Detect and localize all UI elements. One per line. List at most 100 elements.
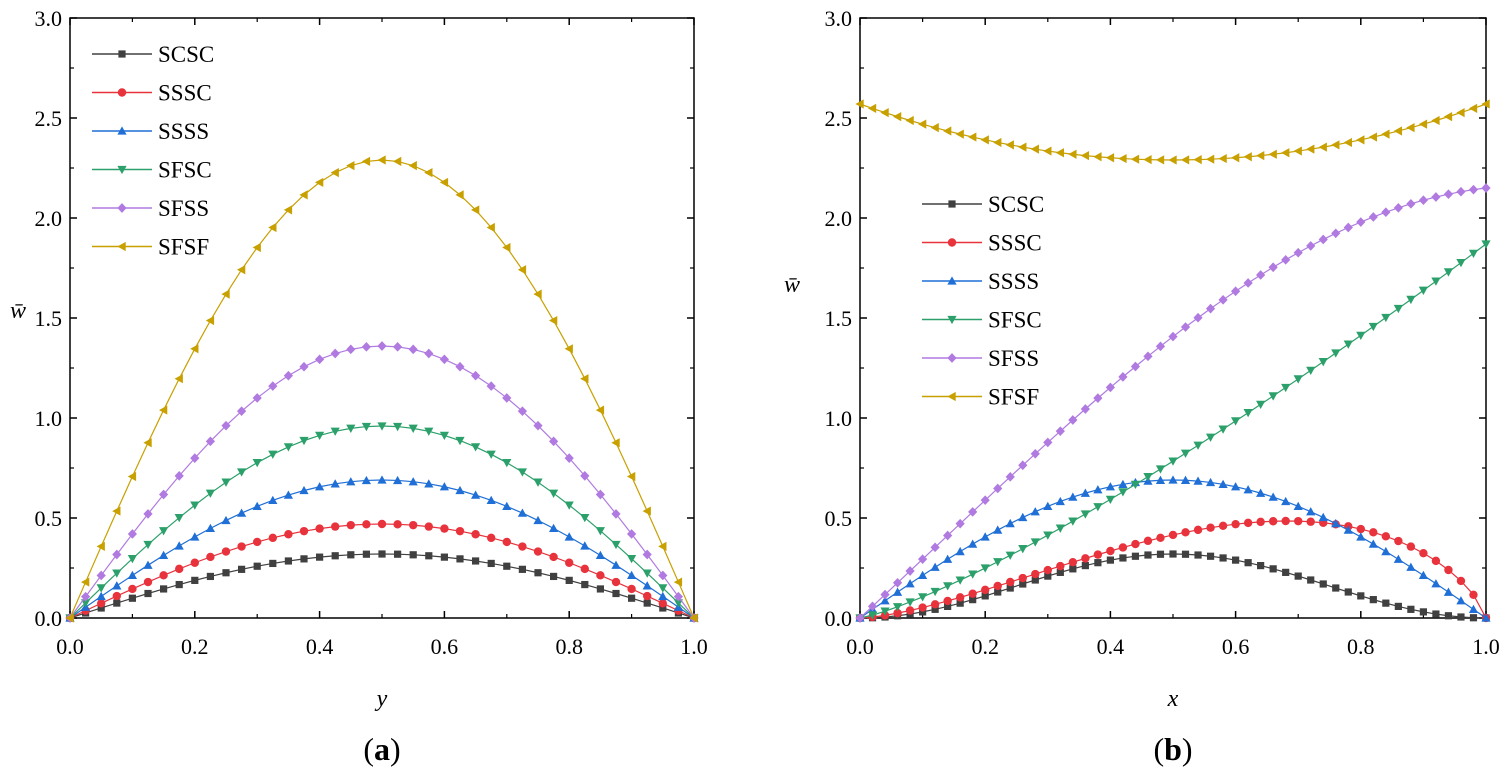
data-point-sfss [237,406,247,416]
series-line-sfsf [859,103,1487,161]
data-point-scsc [1144,551,1152,559]
data-point-ssss [892,587,903,596]
data-point-scsc [440,553,448,561]
legend-marker [947,238,957,247]
data-point-sfsc [81,599,91,608]
data-point-sfss [533,420,543,431]
data-point-ssss [127,570,137,580]
data-point-sfss [455,361,465,372]
data-point-scsc [1156,550,1165,558]
data-point-ssss [930,562,940,571]
data-point-scsc [956,599,964,607]
data-point-sssc [565,558,574,567]
series-ssss [855,475,1491,622]
data-point-sfss [1331,228,1341,239]
data-point-sssc [1256,517,1265,527]
data-point-sfsf [1118,153,1127,164]
data-point-sfsc [517,468,527,477]
data-point-sfss [112,549,122,560]
data-point-sssc [1268,517,1278,526]
data-point-sfsf [299,190,308,200]
data-point-sssc [128,584,137,594]
data-point-scsc [300,555,308,563]
data-point-sfsf [1218,153,1227,164]
data-point-sfsf [1205,154,1215,164]
data-point-sfsc [642,569,652,578]
data-point-scsc [1194,551,1202,559]
data-point-ssss [237,508,247,517]
data-point-sssc [487,533,496,543]
data-point-sfsc [330,427,340,436]
data-point-sfss [96,570,106,581]
data-point-ssss [455,485,465,495]
series-line-scsc [859,553,1487,619]
series-line-sssc [69,523,695,619]
data-point-scsc [1031,576,1039,584]
legend-label-sssc: SSSC [988,231,1042,256]
legend-marker [947,391,956,402]
data-point-scsc [1169,550,1177,558]
data-point-ssss [642,581,652,590]
data-point-sfsf [880,108,889,118]
data-point-ssss [1431,579,1441,588]
data-point-sfss [1406,199,1416,209]
data-point-sfss [549,436,559,447]
data-point-sfsf [112,506,121,516]
data-point-sssc [1043,565,1053,575]
data-point-ssss [393,475,403,485]
data-point-scsc [1419,608,1427,616]
data-point-scsc [394,550,402,558]
data-point-scsc [643,599,651,607]
data-point-sfsf [439,177,449,188]
data-point-scsc [175,580,183,589]
data-point-sfsf [867,103,877,113]
data-point-scsc [253,562,261,570]
data-point-scsc [1131,552,1140,560]
series-sssc [65,519,699,623]
data-point-sssc [206,552,215,562]
x-tick-label: 0.8 [1347,634,1375,659]
data-point-sfss [377,341,387,351]
data-point-scsc [628,594,636,602]
data-point-sfsc [955,576,965,585]
data-point-scsc [1319,580,1327,588]
data-point-scsc [347,551,355,559]
y-tick-label: 2.0 [825,206,853,231]
data-point-scsc [1282,568,1290,576]
data-point-ssss [1218,479,1228,489]
data-point-sssc [221,547,231,556]
data-point-sfss [1130,361,1141,372]
data-point-sfss [642,549,652,560]
x-tick-label: 1.0 [680,634,708,659]
data-point-sssc [1469,590,1478,599]
data-point-sfss [1068,415,1078,425]
data-point-ssss [1281,496,1291,506]
data-point-sfsf [486,222,495,233]
data-point-sfsc [96,584,106,593]
data-point-sfsc [1205,433,1216,442]
legend-marker [948,200,956,208]
data-point-scsc [518,565,526,573]
data-point-sfsc [299,436,309,446]
legend-marker [117,241,126,252]
data-point-scsc [503,562,511,570]
data-point-sfsf [1343,137,1352,148]
data-point-sfss [943,530,953,541]
data-point-ssss [980,532,990,541]
data-point-scsc [1244,559,1252,567]
legend-label-ssss: SSSS [158,119,209,144]
data-point-sssc [143,577,153,587]
x-tick-label: 0.4 [306,634,334,659]
y-axis-title: w̄ [10,298,26,324]
x-tick-label: 0.8 [555,634,583,659]
data-point-sssc [1419,548,1428,558]
data-point-sfsc [1406,295,1416,305]
panel-label-letter: a [374,731,390,767]
data-point-scsc [1044,572,1052,580]
data-point-sfsf [1143,155,1152,165]
data-point-sfsf [252,242,261,253]
data-point-sfss [502,393,512,403]
data-point-sssc [1456,576,1466,586]
data-point-ssss [377,475,387,484]
data-point-sfsc [905,598,915,607]
